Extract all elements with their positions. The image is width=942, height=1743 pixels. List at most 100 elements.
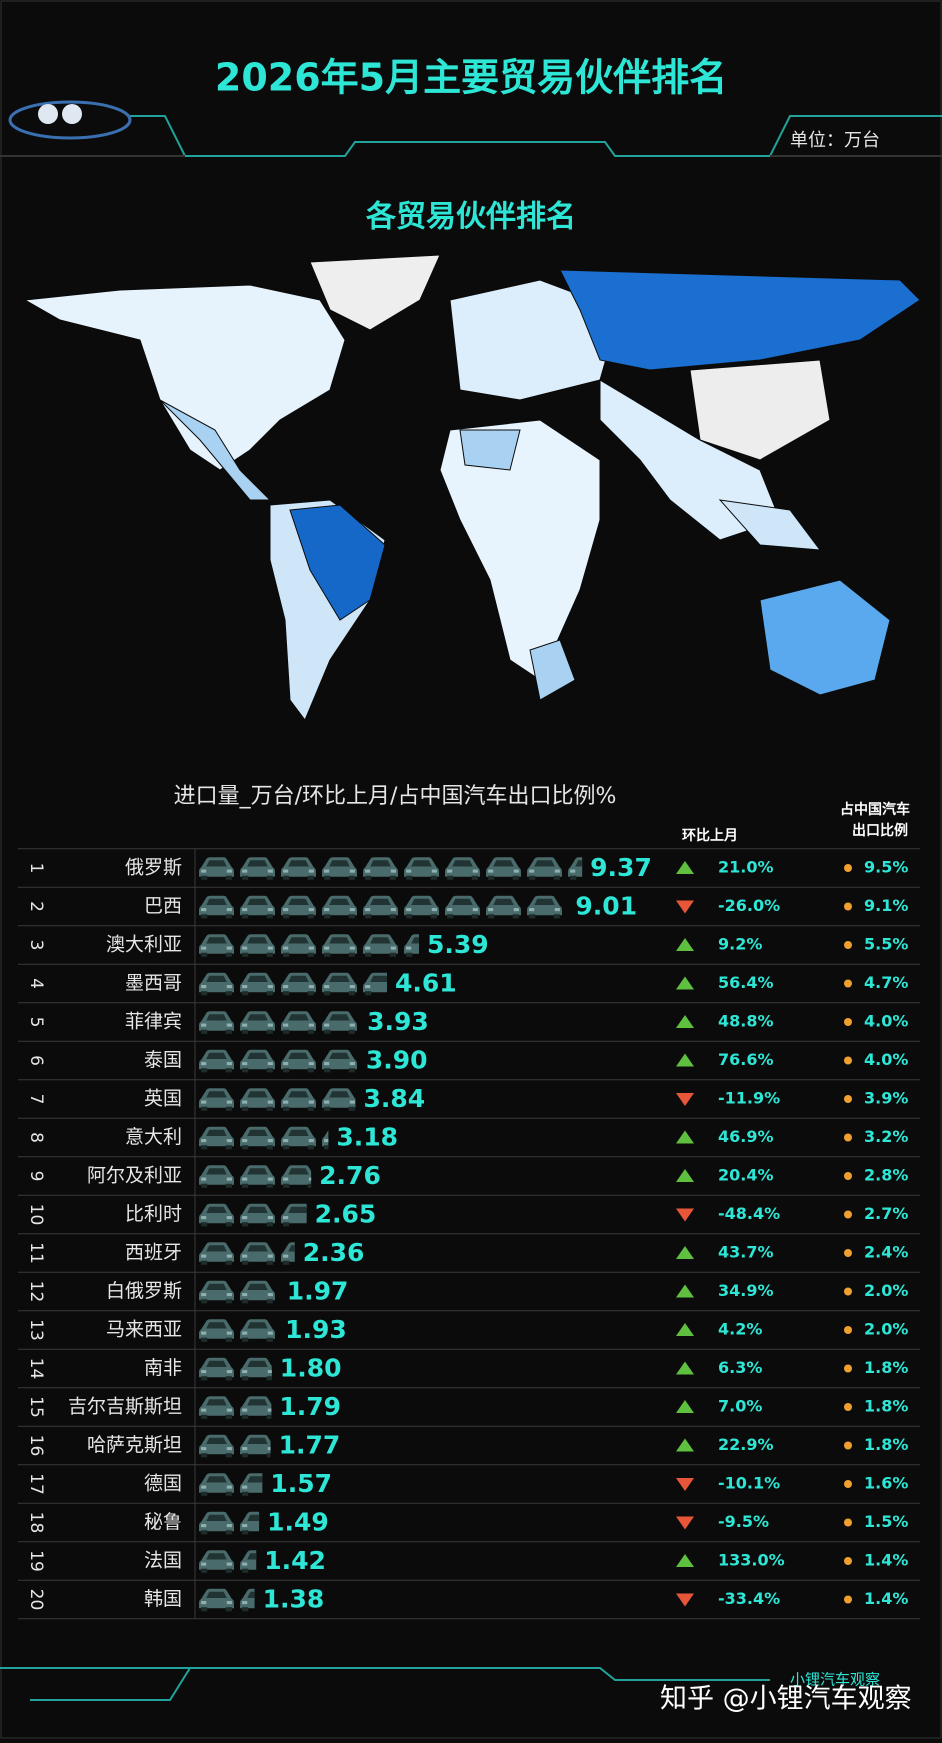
share-dot	[844, 1403, 852, 1411]
category: 德国	[144, 1473, 182, 1495]
mom-label: -48.4%	[718, 1204, 780, 1223]
share-label: 9.5%	[864, 858, 908, 877]
value-label: 2.65	[315, 1200, 377, 1229]
category: 哈萨克斯坦	[87, 1434, 182, 1456]
share-header: 占中国汽车	[840, 801, 910, 818]
mom-label: 22.9%	[718, 1435, 774, 1454]
category: 吉尔吉斯斯坦	[68, 1396, 182, 1418]
brand: 小锂汽车观察	[790, 1671, 880, 1689]
logo	[8, 100, 132, 140]
caption: 进口量_万台/环比上月/占中国汽车出口比例%	[174, 784, 617, 809]
rank: 6	[26, 1055, 46, 1066]
share-label: 2.0%	[864, 1281, 908, 1300]
share-header: 出口比例	[852, 822, 908, 839]
category: 菲律宾	[125, 1011, 182, 1033]
watermark: 知乎 @小锂汽车观察	[660, 1684, 912, 1715]
share-label: 4.7%	[864, 973, 908, 992]
value-label: 1.38	[263, 1585, 325, 1614]
share-dot	[844, 1480, 852, 1488]
pictogram-bar	[199, 1165, 312, 1188]
share-label: 2.8%	[864, 1166, 908, 1185]
subtitle: 各贸易伙伴排名	[365, 200, 576, 235]
category: 比利时	[125, 1203, 182, 1225]
share-label: 2.7%	[864, 1204, 908, 1223]
share-label: 1.4%	[864, 1551, 908, 1570]
mom-arrow	[676, 976, 694, 990]
category: 韩国	[144, 1588, 182, 1610]
rank: 1	[26, 863, 46, 874]
mom-label: 21.0%	[718, 858, 774, 877]
share-dot	[844, 1210, 852, 1219]
category: 秘鲁	[144, 1511, 182, 1533]
share-dot	[844, 1249, 852, 1257]
share-dot	[844, 941, 852, 949]
category: 白俄罗斯	[106, 1280, 182, 1302]
mom-arrow	[676, 1478, 694, 1491]
share-dot	[844, 902, 852, 911]
category: 马来西亚	[106, 1319, 182, 1341]
share-dot	[844, 1056, 852, 1065]
rank: 8	[26, 1132, 46, 1143]
rank: 10	[26, 1204, 46, 1226]
share-dot	[844, 864, 852, 872]
value-label: 1.42	[264, 1546, 326, 1575]
mom-label: -33.4%	[718, 1589, 780, 1608]
share-label: 2.4%	[864, 1243, 908, 1262]
rank: 2	[26, 901, 46, 912]
mom-label: 9.2%	[718, 935, 762, 954]
mom-arrow	[676, 1015, 694, 1028]
value-label: 9.01	[575, 892, 637, 921]
value-label: 3.90	[366, 1046, 428, 1075]
mom-arrow	[676, 1284, 694, 1298]
value-label: 9.37	[590, 853, 652, 882]
value-label: 1.57	[270, 1469, 332, 1498]
mom-arrow	[676, 1593, 694, 1607]
mom-arrow	[676, 1169, 694, 1182]
share-label: 1.8%	[864, 1397, 908, 1416]
share-label: 1.6%	[864, 1474, 908, 1493]
share-dot	[844, 1441, 852, 1450]
mom-label: 133.0%	[718, 1551, 785, 1570]
value-label: 1.79	[279, 1392, 341, 1421]
mom-label: 7.0%	[718, 1397, 762, 1416]
share-dot	[844, 1095, 852, 1103]
share-dot	[844, 1133, 852, 1142]
share-label: 3.9%	[864, 1089, 908, 1108]
value-label: 1.93	[285, 1315, 347, 1344]
share-label: 2.0%	[864, 1320, 908, 1339]
share-dot	[844, 1364, 852, 1373]
unit: 单位：万台	[790, 130, 880, 151]
share-label: 4.0%	[864, 1012, 908, 1031]
rank: 9	[26, 1171, 46, 1182]
mom-label: 20.4%	[718, 1166, 774, 1185]
mom-arrow	[676, 1438, 694, 1452]
share-label: 4.0%	[864, 1050, 908, 1069]
rank: 17	[26, 1473, 46, 1495]
share-dot	[844, 1172, 852, 1180]
rank: 12	[26, 1281, 46, 1303]
rank: 5	[26, 1017, 46, 1028]
title: 2026年5月主要贸易伙伴排名	[215, 56, 727, 100]
mom-label: 56.4%	[718, 973, 774, 992]
mom-label: 48.8%	[718, 1012, 774, 1031]
footer-decor	[0, 1667, 770, 1701]
mom-label: 46.9%	[718, 1127, 774, 1146]
category: 巴西	[144, 895, 182, 917]
value-label: 3.93	[367, 1007, 429, 1036]
value-label: 3.84	[363, 1084, 425, 1113]
rank: 18	[26, 1512, 46, 1534]
value-label: 2.36	[303, 1238, 365, 1267]
category: 西班牙	[125, 1242, 182, 1264]
category: 澳大利亚	[106, 934, 182, 956]
mom-label: -26.0%	[718, 896, 780, 915]
category: 法国	[144, 1550, 182, 1572]
mom-arrow	[676, 1400, 694, 1413]
value-label: 4.61	[395, 969, 457, 998]
share-label: 5.5%	[864, 935, 908, 954]
rank: 11	[26, 1242, 46, 1264]
rank: 13	[26, 1319, 46, 1341]
value-label: 3.18	[336, 1123, 398, 1152]
rank: 20	[26, 1589, 46, 1611]
share-dot	[844, 1557, 852, 1565]
